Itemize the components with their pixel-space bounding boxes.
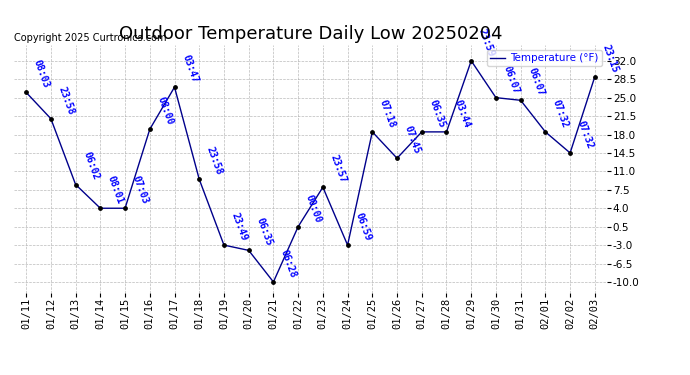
Point bbox=[268, 279, 279, 285]
Text: 06:07: 06:07 bbox=[526, 66, 546, 98]
Text: 23:49: 23:49 bbox=[230, 211, 249, 242]
Point bbox=[466, 58, 477, 64]
Text: 23:59: 23:59 bbox=[477, 27, 496, 58]
Point bbox=[589, 74, 600, 80]
Point bbox=[46, 116, 57, 122]
Point bbox=[317, 184, 328, 190]
Point bbox=[540, 129, 551, 135]
Point bbox=[491, 94, 502, 100]
Text: 06:59: 06:59 bbox=[353, 211, 373, 242]
Legend: Temperature (°F): Temperature (°F) bbox=[486, 50, 602, 66]
Point bbox=[564, 150, 575, 156]
Text: 07:45: 07:45 bbox=[402, 124, 422, 156]
Text: 23:57: 23:57 bbox=[328, 153, 348, 184]
Text: 03:44: 03:44 bbox=[452, 98, 471, 129]
Point bbox=[70, 182, 81, 188]
Text: 08:01: 08:01 bbox=[106, 174, 126, 206]
Text: 23:58: 23:58 bbox=[205, 146, 224, 177]
Point bbox=[95, 205, 106, 211]
Text: 06:35: 06:35 bbox=[427, 98, 446, 129]
Text: 07:18: 07:18 bbox=[378, 98, 397, 129]
Text: 07:03: 07:03 bbox=[130, 174, 150, 206]
Text: 06:02: 06:02 bbox=[81, 151, 101, 182]
Text: 00:00: 00:00 bbox=[304, 193, 323, 224]
Point bbox=[219, 242, 230, 248]
Point bbox=[515, 97, 526, 103]
Text: 06:07: 06:07 bbox=[502, 64, 521, 95]
Text: Copyright 2025 Curtronics.com: Copyright 2025 Curtronics.com bbox=[14, 33, 166, 42]
Point bbox=[441, 129, 452, 135]
Point bbox=[342, 242, 353, 248]
Text: 06:28: 06:28 bbox=[279, 248, 298, 279]
Point bbox=[293, 224, 304, 230]
Point bbox=[119, 205, 130, 211]
Point bbox=[243, 248, 254, 254]
Point bbox=[367, 129, 378, 135]
Text: 23:58: 23:58 bbox=[57, 85, 76, 116]
Point bbox=[169, 84, 180, 90]
Point bbox=[416, 129, 427, 135]
Point bbox=[194, 176, 205, 182]
Text: 03:47: 03:47 bbox=[180, 53, 199, 84]
Title: Outdoor Temperature Daily Low 20250204: Outdoor Temperature Daily Low 20250204 bbox=[119, 26, 502, 44]
Text: 07:32: 07:32 bbox=[551, 98, 571, 129]
Text: 08:00: 08:00 bbox=[155, 96, 175, 126]
Point bbox=[144, 126, 155, 132]
Text: 06:35: 06:35 bbox=[254, 217, 274, 248]
Text: 08:03: 08:03 bbox=[32, 58, 51, 90]
Point bbox=[391, 155, 402, 161]
Text: 23:15: 23:15 bbox=[600, 43, 620, 74]
Point bbox=[21, 89, 32, 95]
Text: 07:32: 07:32 bbox=[575, 119, 595, 150]
